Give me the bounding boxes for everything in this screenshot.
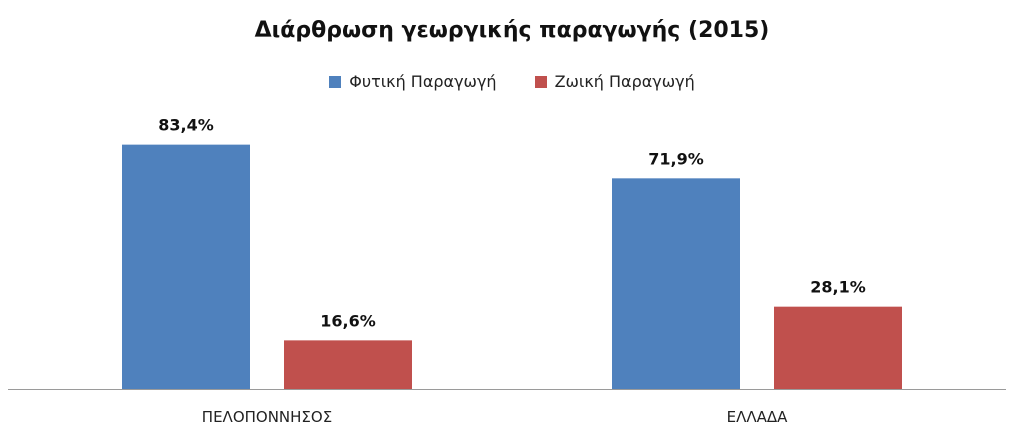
data-label-2-2: 28,1%: [810, 278, 866, 297]
bar-2-1: [284, 340, 412, 389]
legend-item-series-2: Ζωική Παραγωγή: [534, 72, 695, 91]
legend: Φυτική Παραγωγή Ζωική Παραγωγή: [0, 72, 1024, 91]
data-label-1-1: 83,4%: [158, 116, 214, 135]
bar-1-2: [612, 178, 740, 389]
category-label-1: ΠΕΛΟΠΟΝΝΗΣΟΣ: [202, 408, 332, 426]
data-label-2-1: 16,6%: [320, 311, 376, 330]
bar-1-1: [122, 144, 250, 389]
legend-item-series-1: Φυτική Παραγωγή: [329, 72, 497, 91]
category-label-2: ΕΛΛΑΔΑ: [727, 408, 789, 426]
legend-swatch-series-1: [329, 75, 342, 88]
chart-title: Διάρθρωση γεωργικής παραγωγής (2015): [254, 18, 770, 43]
legend-swatch-series-2: [534, 75, 547, 88]
bar-2-2: [774, 306, 902, 389]
legend-label-series-2: Ζωική Παραγωγή: [554, 72, 695, 91]
legend-label-series-1: Φυτική Παραγωγή: [349, 72, 497, 91]
data-label-1-2: 71,9%: [648, 149, 704, 168]
